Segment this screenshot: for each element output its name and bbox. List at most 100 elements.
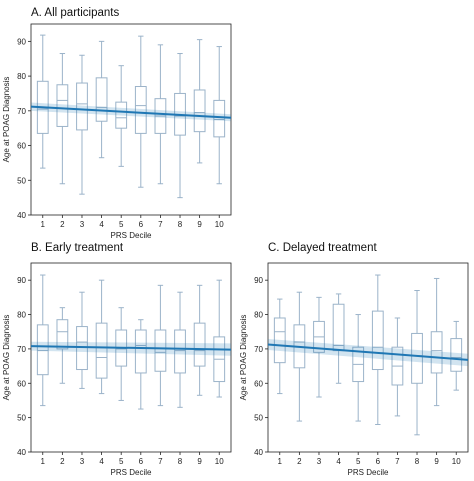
trend-line <box>267 343 469 361</box>
box-decile-4 <box>95 40 108 159</box>
box-decile-10 <box>450 320 463 391</box>
x-axis-label: PRS Decile <box>111 468 152 477</box>
iqr-box <box>154 329 167 372</box>
panel-2: B. Early treatment 40 50 60 70 80 90 1 2 3 4 5 6 7 8 9 1… <box>2 242 232 477</box>
iqr-box <box>371 310 384 371</box>
x-tick-label: 1 <box>41 220 46 229</box>
box-decile-7 <box>154 44 167 185</box>
y-tick-label: 40 <box>254 448 263 457</box>
x-axis-label: PRS Decile <box>111 231 152 240</box>
box-decile-9 <box>193 284 206 396</box>
box-decile-1 <box>36 274 49 407</box>
y-tick-label: 50 <box>17 176 26 185</box>
iqr-box <box>213 99 226 138</box>
box-decile-7 <box>391 317 404 417</box>
x-tick-label: 3 <box>80 457 85 466</box>
box-decile-9 <box>193 39 206 164</box>
iqr-box <box>56 84 69 127</box>
x-tick-label: 4 <box>99 457 104 466</box>
y-tick-label: 80 <box>17 72 26 81</box>
y-axis-label: Age at POAG Diagnosis <box>2 77 11 163</box>
box-decile-2 <box>293 291 306 422</box>
y-tick-label: 70 <box>17 345 26 354</box>
panel-title: C. Delayed treatment <box>268 242 377 254</box>
iqr-box <box>174 329 186 374</box>
box-decile-6 <box>134 319 147 410</box>
trend-line <box>30 105 232 119</box>
box-decile-3 <box>313 296 325 398</box>
box-decile-5 <box>115 307 128 401</box>
iqr-box <box>95 77 108 122</box>
y-tick-label: 70 <box>17 107 26 116</box>
y-tick-label: 60 <box>17 379 26 388</box>
box-decile-2 <box>56 307 69 384</box>
x-tick-label: 5 <box>356 457 361 466</box>
box-decile-8 <box>411 289 423 436</box>
iqr-box <box>134 86 147 134</box>
box-decile-1 <box>36 34 49 169</box>
x-tick-label: 3 <box>317 457 322 466</box>
x-tick-label: 10 <box>452 457 461 466</box>
x-tick-label: 6 <box>139 457 144 466</box>
y-tick-label: 80 <box>17 311 26 320</box>
x-tick-label: 2 <box>60 457 65 466</box>
x-tick-label: 7 <box>158 457 163 466</box>
x-tick-label: 8 <box>415 457 420 466</box>
panel-1: A. All participants 40 50 60 70 80 90 1 2 3 4 5 6 7 8 9… <box>2 7 232 240</box>
x-tick-label: 1 <box>41 457 46 466</box>
iqr-box <box>95 322 108 379</box>
box-decile-2 <box>56 53 69 185</box>
x-tick-label: 7 <box>395 457 400 466</box>
x-tick-label: 6 <box>376 457 381 466</box>
plot-frame <box>30 262 232 453</box>
box-decile-4 <box>95 279 108 395</box>
box-decile-8 <box>174 291 186 408</box>
box-decile-6 <box>371 274 384 426</box>
panel-title: A. All participants <box>31 7 119 19</box>
y-tick-label: 40 <box>17 448 26 457</box>
x-tick-label: 10 <box>215 457 224 466</box>
x-tick-label: 4 <box>99 220 104 229</box>
y-tick-label: 40 <box>17 211 26 220</box>
x-tick-label: 4 <box>336 457 341 466</box>
iqr-box <box>56 319 69 350</box>
x-tick-label: 2 <box>297 457 302 466</box>
x-tick-label: 9 <box>434 457 439 466</box>
plot-frame <box>30 23 232 216</box>
iqr-box <box>430 331 443 374</box>
y-tick-label: 50 <box>254 414 263 423</box>
y-axis-label: Age at POAG Diagnosis <box>239 315 248 401</box>
x-tick-label: 9 <box>197 457 202 466</box>
iqr-box <box>193 89 206 133</box>
y-tick-label: 60 <box>254 379 263 388</box>
x-tick-label: 10 <box>215 220 224 229</box>
y-tick-label: 70 <box>254 345 263 354</box>
iqr-box <box>76 82 88 131</box>
iqr-box <box>273 317 286 364</box>
iqr-box <box>36 324 49 376</box>
x-tick-label: 8 <box>178 220 183 229</box>
x-tick-label: 5 <box>119 220 124 229</box>
x-tick-label: 5 <box>119 457 124 466</box>
iqr-box <box>193 322 206 367</box>
iqr-box <box>115 101 128 129</box>
y-tick-label: 80 <box>254 311 263 320</box>
box-decile-7 <box>154 284 167 407</box>
iqr-box <box>134 329 147 374</box>
box-decile-10 <box>213 279 226 398</box>
panel-3: C. Delayed treatment 40 50 60 70 80 90 1 2 3 4 5 6 7 8… <box>239 242 469 477</box>
box-decile-10 <box>213 46 226 185</box>
iqr-box <box>411 332 423 384</box>
x-tick-label: 8 <box>178 457 183 466</box>
y-tick-label: 50 <box>17 414 26 423</box>
trend-line <box>30 345 232 351</box>
x-tick-label: 9 <box>197 220 202 229</box>
box-decile-5 <box>115 65 128 167</box>
y-tick-label: 90 <box>17 37 26 46</box>
box-decile-3 <box>76 54 88 195</box>
y-axis-label: Age at POAG Diagnosis <box>2 315 11 401</box>
y-tick-label: 60 <box>17 142 26 151</box>
x-tick-label: 7 <box>158 220 163 229</box>
x-axis-label: PRS Decile <box>348 468 389 477</box>
